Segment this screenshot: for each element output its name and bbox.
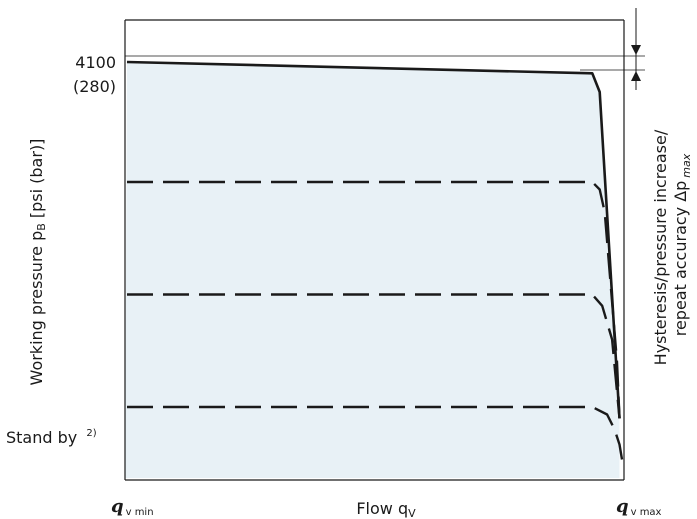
operating-area-fill <box>125 62 620 478</box>
series-line-3 <box>127 293 621 419</box>
hysteresis-arrow-down <box>631 45 641 55</box>
series-line-1 <box>126 60 621 419</box>
x-axis-title: Flow qV <box>356 499 416 519</box>
hysteresis-label: Hysteresis/pressure increase/ repeat acc… <box>651 125 693 366</box>
series-line-2 <box>127 180 621 419</box>
series-line-4 <box>127 405 624 460</box>
y-tick-label-standby: Stand by 2) <box>6 428 97 447</box>
y-axis-title: Working pressure pB [psi (bar)] <box>27 139 48 386</box>
series-group <box>126 60 624 460</box>
hysteresis-arrow-up <box>631 71 641 81</box>
y-tick-label-bar: (280) <box>73 77 116 96</box>
y-tick-label-psi: 4100 <box>75 53 116 72</box>
